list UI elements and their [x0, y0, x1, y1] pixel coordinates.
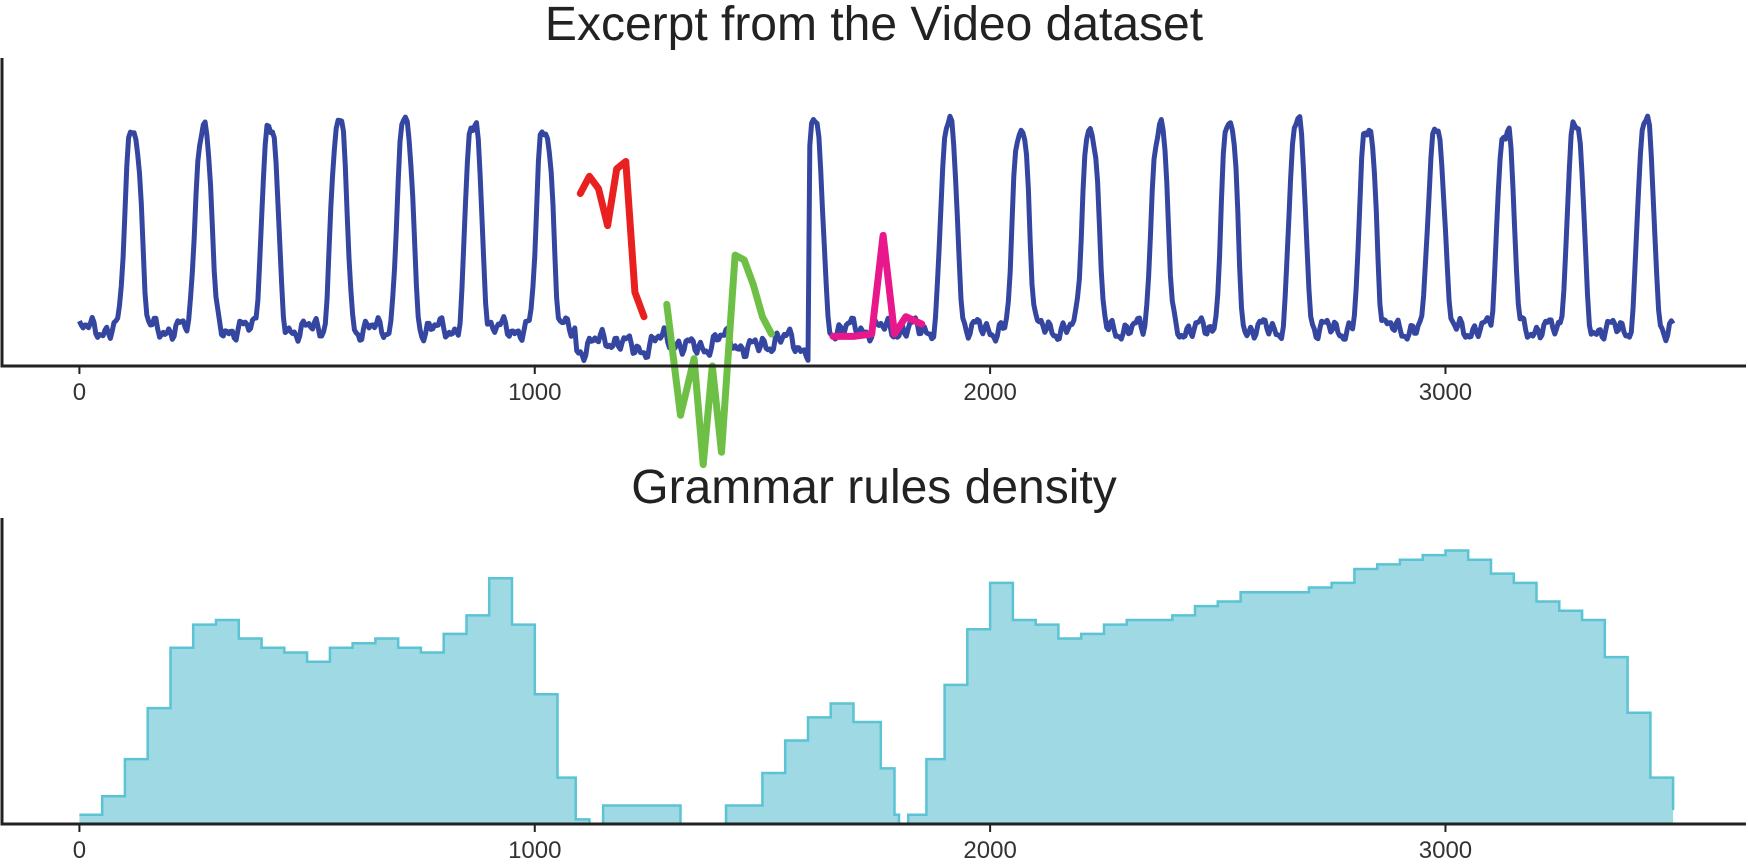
density-x-axis-ticks: 0 1000 2000 3000 — [73, 824, 1472, 864]
signal-chart: Excerpt from the Video dataset 0 1000 2000… — [0, 0, 1746, 469]
density-area — [79, 550, 1674, 824]
density-axes — [0, 518, 1746, 826]
signal-highlight-segment-1 — [663, 251, 775, 469]
signal-x-tick-label: 1000 — [508, 379, 561, 406]
signal-chart-title: Excerpt from the Video dataset — [545, 0, 1203, 51]
density-x-tick-label: 1000 — [508, 837, 561, 864]
signal-highlight-segment-2 — [829, 231, 926, 340]
signal-x-tick-label: 2000 — [963, 379, 1016, 406]
signal-axes — [0, 58, 1746, 368]
signal-x-tick-label: 3000 — [1419, 379, 1472, 406]
density-x-tick-label: 0 — [73, 837, 86, 864]
density-x-tick-label: 3000 — [1419, 837, 1472, 864]
density-chart: Grammar rules density 0 1000 2000 3000 — [0, 461, 1746, 864]
density-chart-title: Grammar rules density — [631, 461, 1116, 514]
signal-plot-area — [77, 113, 1676, 469]
density-x-tick-label: 2000 — [963, 837, 1016, 864]
density-area-outline — [79, 549, 1675, 826]
signal-highlight-segment-0 — [576, 158, 648, 321]
signal-x-tick-label: 0 — [73, 379, 86, 406]
density-plot-area — [79, 549, 1675, 826]
signal-x-axis-ticks: 0 1000 2000 3000 — [73, 366, 1472, 406]
